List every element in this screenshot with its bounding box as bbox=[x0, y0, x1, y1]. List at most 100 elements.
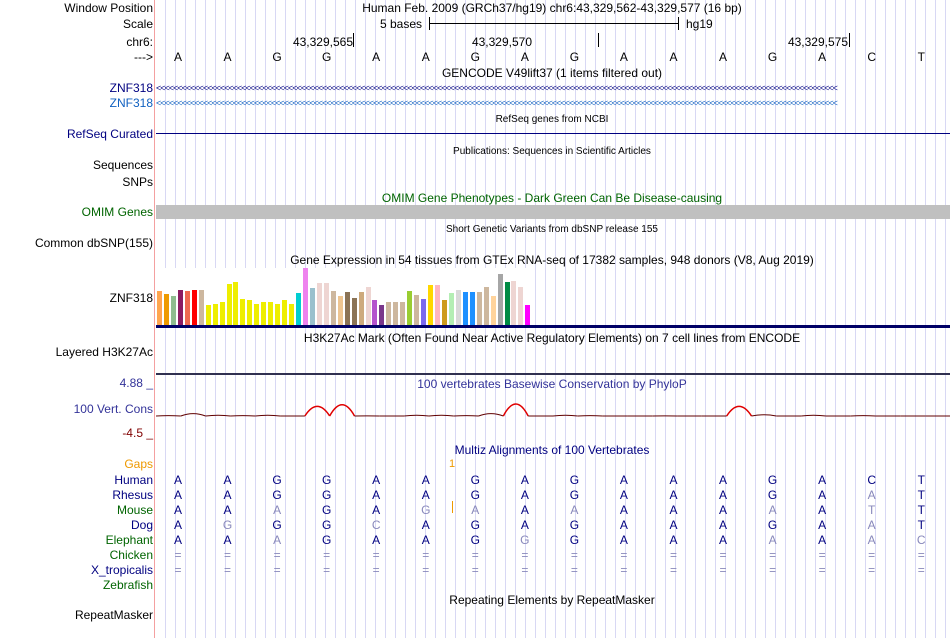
gtex-bar[interactable] bbox=[462, 292, 468, 325]
aligned-base: A bbox=[173, 518, 183, 532]
gtex-bar[interactable] bbox=[379, 305, 385, 325]
aligned-base: A bbox=[619, 473, 628, 487]
aligned-base: = bbox=[273, 563, 281, 577]
label-sequences[interactable]: Sequences bbox=[92, 158, 153, 172]
gtex-bar[interactable] bbox=[483, 287, 489, 325]
gtex-bar[interactable] bbox=[525, 305, 531, 325]
gtex-bar[interactable] bbox=[351, 298, 357, 325]
gtex-bar[interactable] bbox=[358, 292, 364, 325]
gtex-bar[interactable] bbox=[177, 290, 183, 325]
gtex-bar[interactable] bbox=[435, 285, 440, 325]
aligned-base: = bbox=[669, 563, 678, 577]
gtex-bar[interactable] bbox=[441, 300, 447, 325]
gtex-bar[interactable] bbox=[254, 304, 260, 325]
gtex-bar[interactable] bbox=[289, 304, 295, 325]
label-refseq-curated[interactable]: RefSeq Curated bbox=[66, 127, 153, 141]
gtex-bar[interactable] bbox=[400, 302, 406, 325]
label-repeatmasker[interactable]: RepeatMasker bbox=[74, 608, 153, 622]
gtex-bar[interactable] bbox=[191, 290, 197, 325]
gtex-bar[interactable] bbox=[476, 292, 482, 325]
gtex-bar[interactable] bbox=[323, 283, 329, 325]
gtex-bar[interactable] bbox=[296, 293, 301, 325]
aligned-base: A bbox=[471, 503, 480, 517]
species-label[interactable]: Chicken bbox=[109, 548, 153, 562]
phylop-plot[interactable] bbox=[156, 395, 950, 425]
aligned-base: A bbox=[223, 473, 232, 487]
gtex-bar[interactable] bbox=[511, 281, 517, 325]
gtex-bar[interactable] bbox=[309, 288, 315, 325]
gtex-bar[interactable] bbox=[504, 282, 510, 325]
gtex-bar[interactable] bbox=[316, 283, 322, 325]
gtex-bar[interactable] bbox=[518, 287, 524, 325]
phylop-segment bbox=[255, 414, 281, 417]
label-layered-h3k27ac[interactable]: Layered H3K27Ac bbox=[55, 345, 153, 359]
gtex-bar[interactable] bbox=[219, 302, 225, 325]
label-gtex-znf318[interactable]: ZNF318 bbox=[109, 291, 153, 305]
label-omim-genes[interactable]: OMIM Genes bbox=[81, 205, 153, 219]
gtex-bar[interactable] bbox=[365, 287, 371, 325]
species-label[interactable]: Rhesus bbox=[112, 488, 153, 502]
gtex-bar[interactable] bbox=[233, 282, 239, 325]
aligned-base: G bbox=[767, 518, 778, 532]
species-label[interactable]: Dog bbox=[130, 518, 153, 532]
omim-bar[interactable] bbox=[156, 205, 950, 219]
label-snps[interactable]: SNPs bbox=[122, 175, 153, 189]
aligned-base: A bbox=[818, 503, 827, 517]
gtex-bar[interactable] bbox=[469, 292, 475, 325]
gtex-bar[interactable] bbox=[386, 302, 392, 325]
species-label[interactable]: Mouse bbox=[116, 503, 153, 517]
aligned-base: G bbox=[321, 533, 332, 547]
aligned-base: A bbox=[619, 518, 628, 532]
gtex-bar[interactable] bbox=[275, 304, 281, 325]
label-znf318-gencode-2[interactable]: ZNF318 bbox=[109, 96, 153, 110]
gtex-bar[interactable] bbox=[261, 302, 267, 325]
label-common-dbsnp[interactable]: Common dbSNP(155) bbox=[34, 236, 153, 250]
gtex-bar[interactable] bbox=[163, 294, 169, 325]
gtex-bar[interactable] bbox=[157, 291, 162, 325]
gtex-bar[interactable] bbox=[393, 302, 399, 325]
label-znf318-gencode[interactable]: ZNF318 bbox=[109, 81, 153, 95]
aligned-base: = bbox=[174, 563, 182, 577]
gtex-bar[interactable] bbox=[414, 295, 420, 325]
gene-znf318-track-2[interactable]: <<<<<<<<<<<<<<<<<<<<<<<<<<<<<<<<<<<<<<<<… bbox=[156, 98, 838, 108]
species-label[interactable]: Human bbox=[114, 473, 153, 487]
gtex-bar[interactable] bbox=[455, 290, 461, 325]
species-label[interactable]: Zebrafish bbox=[102, 578, 153, 592]
gtex-bar[interactable] bbox=[372, 300, 378, 325]
label-gaps[interactable]: Gaps bbox=[124, 457, 153, 471]
base-letter: A bbox=[372, 50, 381, 64]
gtex-bar[interactable] bbox=[198, 290, 204, 325]
gtex-bar[interactable] bbox=[212, 304, 218, 325]
gtex-bar[interactable] bbox=[226, 284, 232, 325]
aligned-base: G bbox=[470, 533, 480, 547]
phylop-segment bbox=[404, 414, 430, 417]
species-label[interactable]: Elephant bbox=[105, 533, 153, 547]
gtex-bar[interactable] bbox=[497, 274, 503, 325]
refseq-line[interactable] bbox=[156, 133, 950, 134]
base-letter: A bbox=[719, 50, 728, 64]
gene-znf318-track[interactable]: <<<<<<<<<<<<<<<<<<<<<<<<<<<<<<<<<<<<<<<<… bbox=[156, 83, 838, 93]
gtex-bar[interactable] bbox=[184, 291, 190, 325]
gtex-bar[interactable] bbox=[170, 296, 176, 325]
gtex-bar[interactable] bbox=[337, 296, 343, 325]
gtex-bar[interactable] bbox=[490, 296, 496, 325]
gtex-bar[interactable] bbox=[407, 291, 413, 325]
aligned-base: A bbox=[273, 503, 282, 517]
aligned-base: = bbox=[719, 548, 727, 562]
gtex-bar[interactable] bbox=[302, 268, 308, 325]
gtex-bar[interactable] bbox=[428, 285, 434, 325]
gtex-bar[interactable] bbox=[330, 291, 336, 325]
gtex-bar[interactable] bbox=[205, 305, 211, 325]
gtex-bar[interactable] bbox=[240, 299, 246, 325]
repeatmasker-title: Repeating Elements by RepeatMasker bbox=[449, 593, 655, 607]
gtex-bar[interactable] bbox=[268, 302, 274, 325]
gtex-bar[interactable] bbox=[344, 292, 350, 325]
label-100-vert-cons[interactable]: 100 Vert. Cons bbox=[73, 402, 153, 416]
species-label[interactable]: X_tropicalis bbox=[90, 563, 153, 577]
gtex-bar[interactable] bbox=[421, 299, 427, 325]
gtex-bar[interactable] bbox=[247, 300, 253, 325]
gtex-bar[interactable] bbox=[448, 293, 454, 325]
phylop-segment bbox=[180, 413, 206, 417]
gtex-bar[interactable] bbox=[282, 300, 288, 325]
